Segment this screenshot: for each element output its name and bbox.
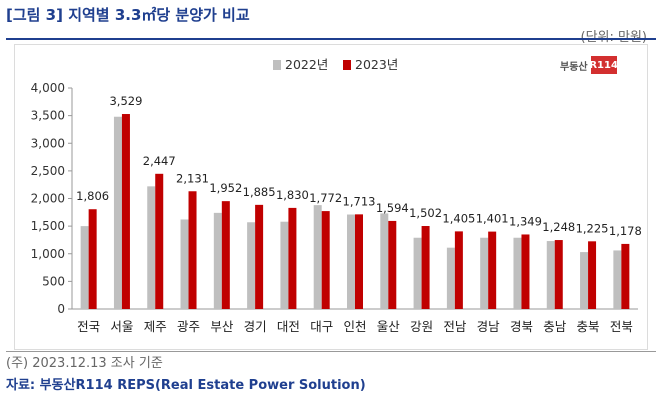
legend-label: 2023년 — [355, 57, 398, 72]
y-tick-label: 1,000 — [31, 247, 65, 261]
source-note: 자료: 부동산R114 REPS(Real Estate Power Solut… — [6, 378, 366, 393]
bar-2023 — [388, 220, 397, 309]
bar-2023 — [88, 209, 97, 309]
x-tick-label: 경남 — [477, 319, 501, 334]
bar-2022 — [313, 205, 322, 309]
data-label: 3,529 — [109, 94, 142, 108]
y-tick-label: 500 — [42, 274, 65, 288]
bar-2023 — [588, 241, 597, 309]
chart-title: [그림 3] 지역별 3.3㎡당 분양가 비교 — [6, 6, 250, 24]
bar-2023 — [221, 201, 230, 309]
data-label: 1,405 — [442, 211, 475, 225]
x-tick-label: 울산 — [377, 319, 401, 334]
y-tick-label: 3,000 — [31, 136, 65, 150]
unit-label: (단위: 만원) — [580, 30, 648, 45]
bar-2022 — [113, 116, 122, 309]
data-label: 1,830 — [276, 188, 309, 202]
y-tick-label: 2,000 — [31, 192, 65, 206]
data-label: 1,225 — [576, 221, 609, 235]
legend-swatch — [273, 60, 281, 70]
data-label: 1,178 — [609, 224, 642, 238]
data-label: 1,401 — [476, 212, 509, 226]
bar-2023 — [321, 211, 330, 309]
y-tick-label: 1,500 — [31, 219, 65, 233]
bar-2023 — [155, 173, 164, 309]
legend-label: 2022년 — [285, 57, 328, 72]
data-label: 2,131 — [176, 171, 209, 185]
bar-2023 — [621, 243, 630, 309]
y-tick-label: 3,500 — [31, 109, 65, 123]
footer-rule — [6, 351, 656, 352]
bar-2023 — [521, 234, 530, 309]
y-tick-label: 2,500 — [31, 164, 65, 178]
x-tick-label: 전국 — [77, 319, 100, 334]
bar-2023 — [255, 204, 264, 309]
x-tick-label: 인천 — [343, 319, 366, 334]
title-rule — [6, 38, 656, 40]
data-label: 1,806 — [76, 189, 109, 203]
x-tick-label: 전북 — [610, 319, 633, 334]
bar-2023 — [554, 240, 563, 309]
data-label: 1,594 — [376, 201, 409, 215]
x-tick-label: 제주 — [144, 319, 167, 334]
bar-2022 — [413, 237, 422, 309]
x-tick-label: 부산 — [210, 319, 234, 334]
footnote: (주) 2023.12.13 조사 기준 — [6, 356, 163, 371]
bar-2022 — [147, 186, 156, 309]
bar-2022 — [613, 250, 622, 309]
x-tick-label: 전남 — [443, 319, 467, 334]
x-tick-label: 광주 — [177, 319, 200, 334]
x-tick-label: 충남 — [543, 319, 567, 334]
y-tick-label: 4,000 — [31, 81, 65, 95]
data-label: 1,885 — [243, 185, 276, 199]
logo-badge: R114 — [589, 56, 618, 74]
bar-2023 — [421, 226, 430, 309]
x-tick-label: 대전 — [277, 319, 300, 334]
x-tick-label: 충북 — [577, 319, 600, 334]
bar-2023 — [454, 231, 463, 309]
bar-2022 — [213, 212, 222, 309]
y-tick-label: 0 — [57, 302, 65, 316]
bar-2022 — [80, 226, 89, 309]
bar-2022 — [280, 221, 289, 309]
bar-2023 — [288, 207, 297, 309]
bar-2022 — [180, 219, 189, 309]
x-tick-label: 강원 — [410, 319, 433, 334]
bar-2022 — [580, 252, 589, 309]
bar-2023 — [121, 114, 130, 309]
x-tick-label: 경기 — [244, 319, 267, 334]
data-label: 1,713 — [343, 194, 376, 208]
data-label: 1,772 — [309, 191, 342, 205]
logo-text: 부동산 — [560, 61, 588, 73]
x-tick-label: 서울 — [110, 319, 133, 334]
bar-2022 — [247, 222, 256, 309]
legend-swatch — [343, 60, 351, 70]
data-label: 1,248 — [542, 220, 575, 234]
bar-2022 — [380, 213, 389, 309]
data-label: 1,952 — [209, 181, 242, 195]
data-label: 1,502 — [409, 206, 442, 220]
bar-2022 — [347, 214, 355, 309]
data-label: 1,349 — [509, 214, 542, 228]
bar-2023 — [488, 231, 497, 309]
bar-2023 — [188, 191, 197, 309]
bar-2022 — [546, 241, 555, 309]
x-tick-label: 경북 — [510, 319, 533, 334]
bar-2022 — [446, 247, 455, 309]
bar-2022 — [480, 237, 489, 309]
x-tick-label: 대구 — [310, 319, 333, 334]
bar-2023 — [355, 214, 363, 309]
data-label: 2,447 — [143, 154, 176, 168]
bar-2022 — [513, 237, 522, 309]
brand-logo: 부동산 R114 — [560, 56, 618, 74]
